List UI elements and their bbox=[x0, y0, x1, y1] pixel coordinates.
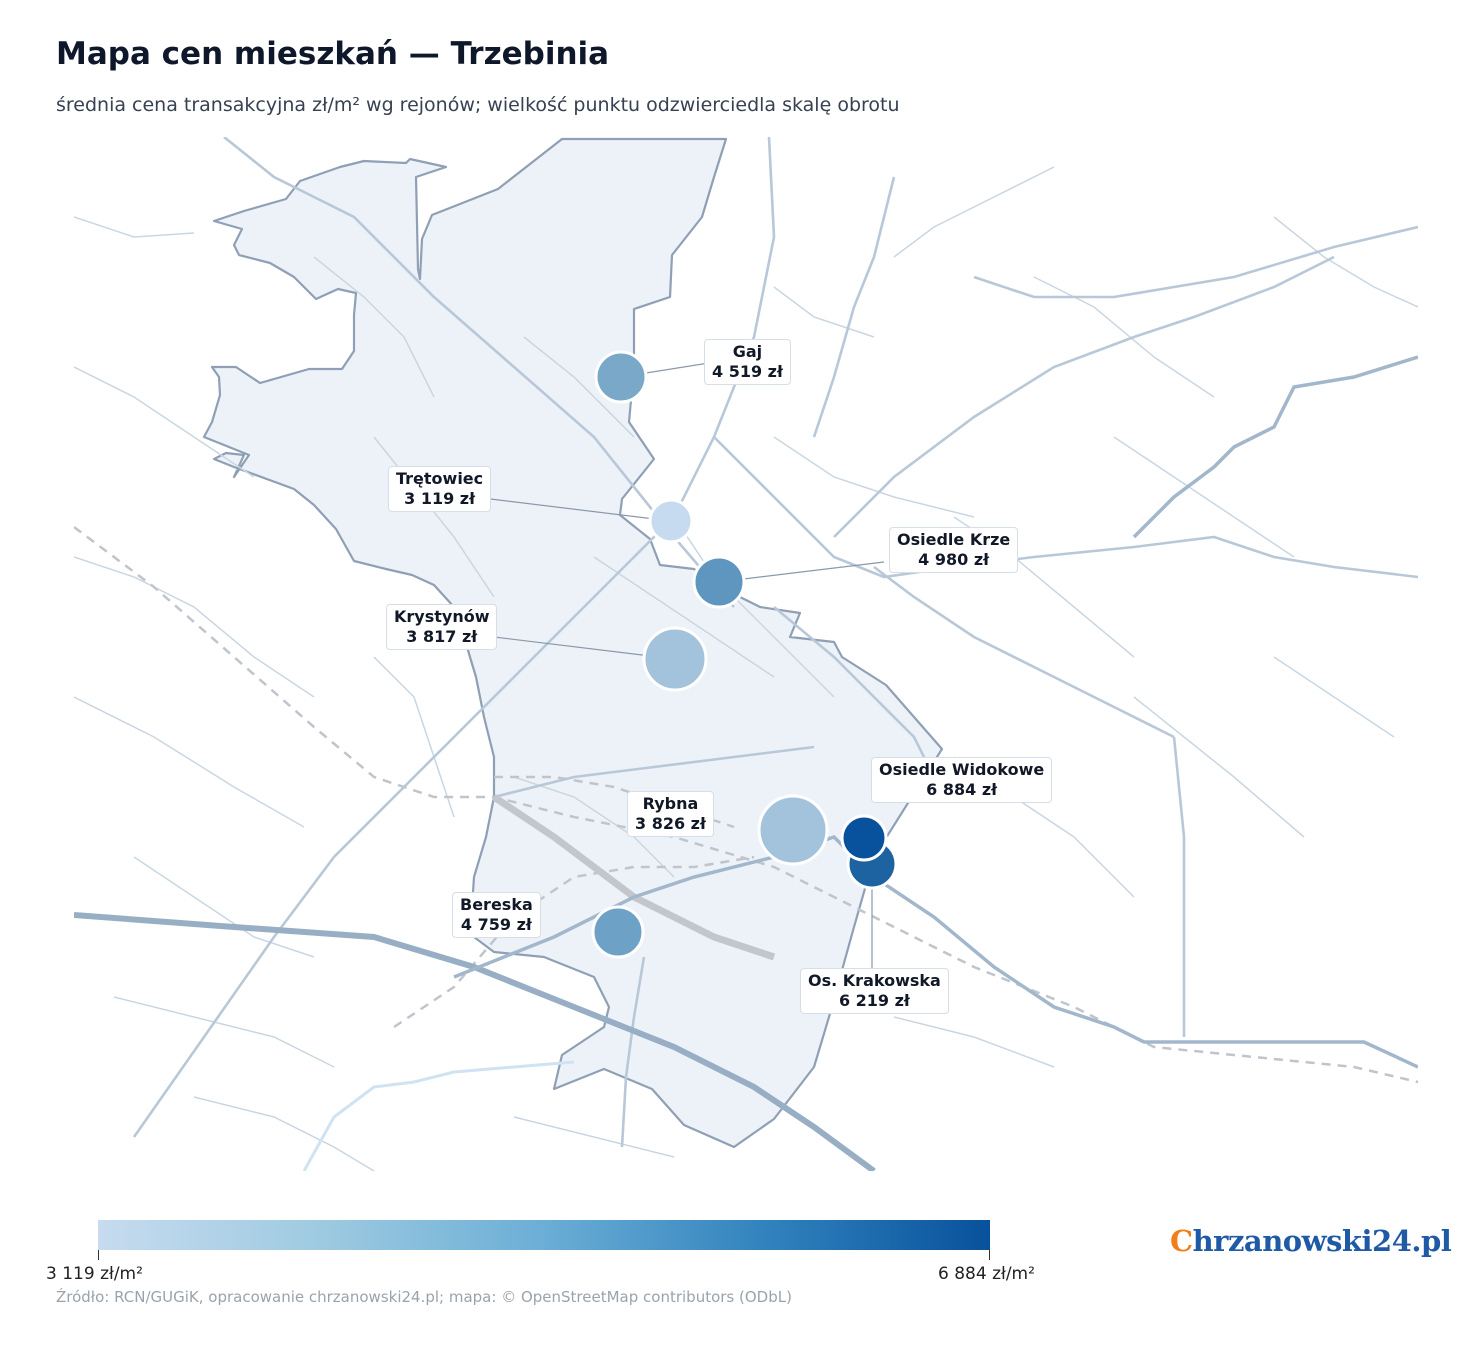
highway bbox=[453, 355, 1418, 1069]
page-subtitle: średnia cena transakcyjna zł/m² wg rejon… bbox=[56, 94, 900, 116]
price-circle-osiedle-krze[interactable] bbox=[692, 555, 746, 609]
district-name: Trętowiec bbox=[396, 469, 484, 488]
price-circle-tretowiec[interactable] bbox=[648, 498, 694, 544]
brand-logo-rest: hrzanowski24.pl bbox=[1192, 1224, 1452, 1258]
district-name: Rybna bbox=[642, 794, 699, 813]
river bbox=[302, 1060, 575, 1171]
scale-min-label: 3 119 zł/m² bbox=[46, 1264, 143, 1284]
brand-logo: Chrzanowski24.pl bbox=[1170, 1224, 1452, 1258]
map-area[interactable] bbox=[74, 137, 1418, 1171]
label-tretowiec: Trętowiec 3 119 zł bbox=[388, 466, 492, 512]
label-os-krakowska: Os. Krakowska 6 219 zł bbox=[800, 968, 949, 1014]
district-name: Gaj bbox=[732, 342, 763, 361]
label-rybna: Rybna 3 826 zł bbox=[627, 791, 714, 837]
label-krystynow: Krystynów 3 817 zł bbox=[386, 604, 498, 650]
page-title: Mapa cen mieszkań — Trzebinia bbox=[56, 36, 610, 72]
scale-max-label: 6 884 zł/m² bbox=[938, 1264, 1035, 1284]
district-price: 6 884 zł bbox=[926, 780, 998, 799]
basemap bbox=[74, 137, 1418, 1171]
district-price: 3 817 zł bbox=[406, 627, 478, 646]
district-name: Krystynów bbox=[394, 607, 490, 626]
district-price: 4 519 zł bbox=[712, 362, 783, 381]
label-osiedle-krze: Osiedle Krze 4 980 zł bbox=[889, 527, 1019, 573]
district-price: 4 759 zł bbox=[460, 915, 532, 934]
district-name: Os. Krakowska bbox=[808, 971, 941, 990]
source-note: Źródło: RCN/GUGiK, opracowanie chrzanows… bbox=[56, 1288, 792, 1306]
district-name: Osiedle Widokowe bbox=[879, 760, 1045, 779]
price-circles bbox=[591, 350, 898, 959]
district-price: 3 826 zł bbox=[635, 814, 706, 833]
brand-logo-first: C bbox=[1170, 1224, 1193, 1258]
expressway bbox=[74, 912, 876, 1171]
district-price: 6 219 zł bbox=[838, 991, 910, 1010]
price-circle-gaj[interactable] bbox=[594, 350, 648, 404]
district-price: 3 119 zł bbox=[404, 489, 476, 508]
price-circle-rybna[interactable] bbox=[757, 794, 829, 866]
railway bbox=[74, 526, 1418, 1084]
price-circle-osiedle-widokowe[interactable] bbox=[840, 814, 888, 862]
price-circle-bereska[interactable] bbox=[591, 905, 645, 959]
scale-tick-min bbox=[98, 1250, 99, 1260]
color-scale-bar bbox=[98, 1220, 990, 1250]
label-bereska: Bereska 4 759 zł bbox=[452, 892, 541, 938]
district-name: Bereska bbox=[460, 895, 533, 914]
district-name: Osiedle Krze bbox=[897, 530, 1011, 549]
label-gaj: Gaj 4 519 zł bbox=[704, 339, 791, 385]
district-price: 4 980 zł bbox=[918, 550, 990, 569]
minor-roads bbox=[74, 166, 1418, 1171]
label-osiedle-widokowe: Osiedle Widokowe 6 884 zł bbox=[871, 757, 1053, 803]
scale-tick-max bbox=[989, 1250, 990, 1260]
price-circle-krystynow[interactable] bbox=[642, 626, 708, 692]
